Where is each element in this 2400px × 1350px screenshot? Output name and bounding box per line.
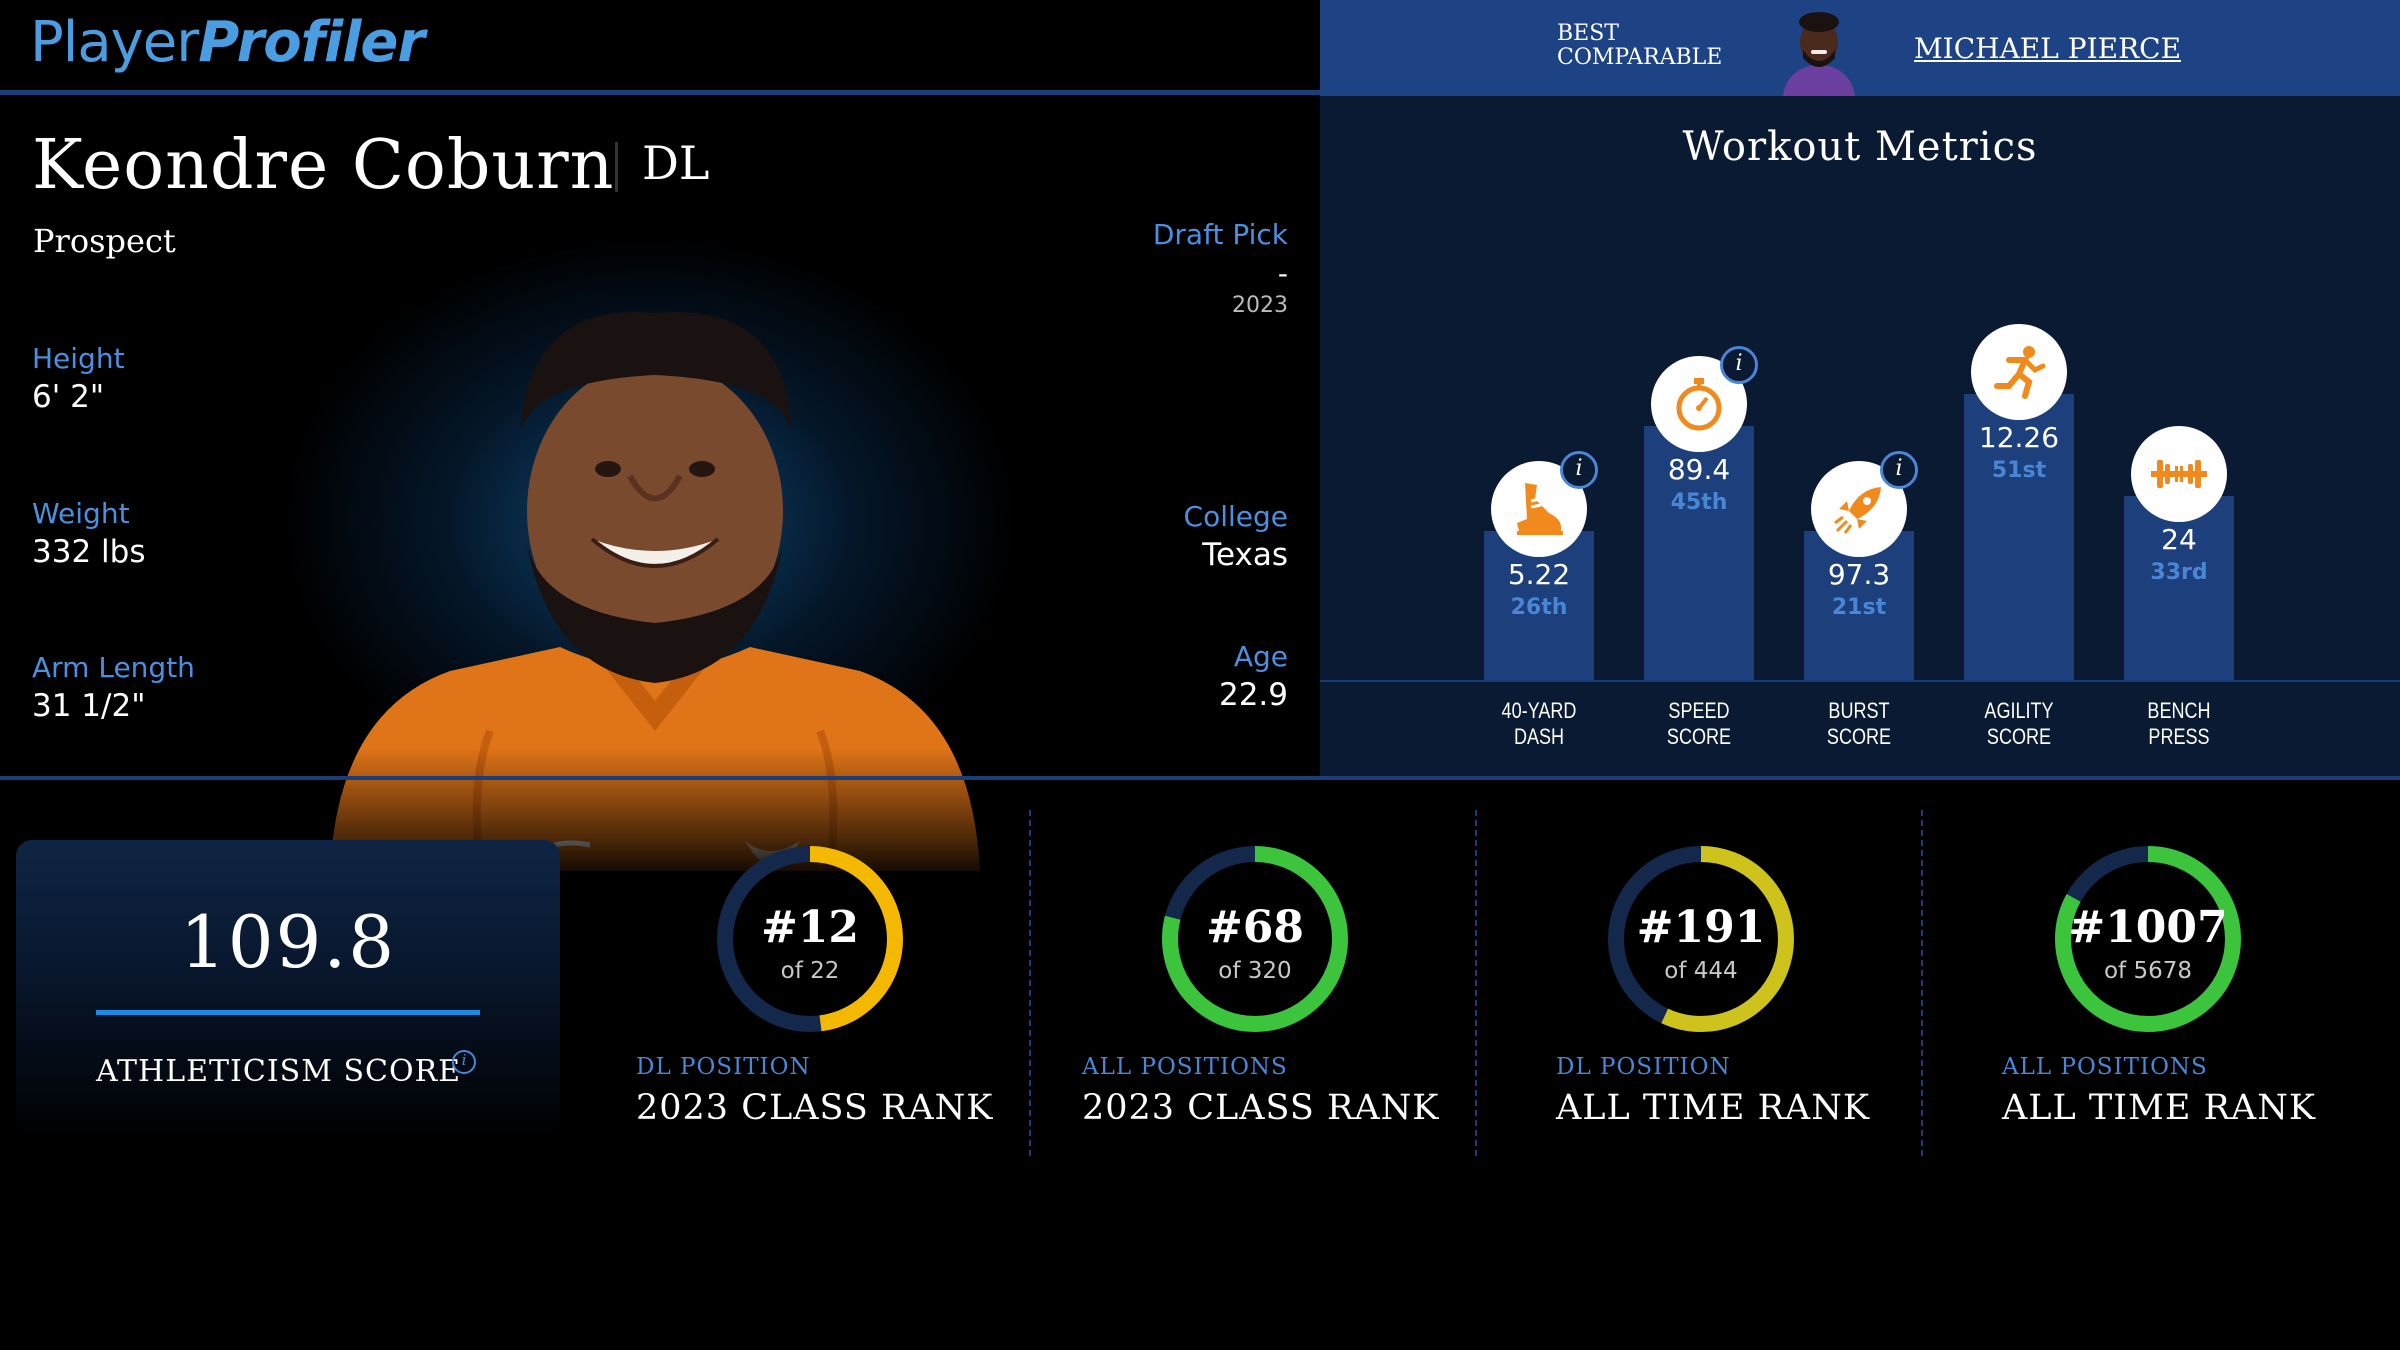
metric-percentile: 26th: [1510, 595, 1568, 620]
rank-of-total: of 22: [780, 958, 840, 984]
college-value: Texas: [1202, 537, 1288, 573]
rank-card-dl-2023-class: #12 of 22 DL POSITION 2023 CLASS RANK: [636, 842, 1082, 1142]
rank-number: #12: [760, 902, 860, 953]
rank-number: #68: [1205, 902, 1305, 953]
rank-title: 2023 CLASS RANK: [636, 1088, 994, 1128]
rank-scope-label: DL POSITION: [1556, 1054, 1731, 1080]
metric-value: 24: [2161, 523, 2197, 556]
rank-divider: [1475, 810, 1477, 1156]
player-photo: [330, 311, 980, 871]
bars-baseline: [1320, 680, 2400, 682]
age-value: 22.9: [1218, 677, 1288, 713]
height-label: Height: [32, 342, 125, 375]
best-comparable-label: BEST COMPARABLE: [1557, 21, 1723, 70]
workout-metrics-panel: Workout Metrics 5.22 26th i 40-YARD DASH…: [1320, 96, 2400, 776]
metric-value: 5.22: [1507, 558, 1571, 591]
metric-label-agility-score: AGILITY SCORE: [1984, 698, 2054, 749]
draft-pick-value: -: [1277, 257, 1288, 290]
comparable-player-name-link[interactable]: MICHAEL PIERCE: [1914, 32, 2182, 65]
age-label: Age: [1233, 640, 1288, 673]
metric-value: 97.3: [1827, 558, 1891, 591]
workout-metrics-title: Workout Metrics: [1682, 124, 2038, 170]
rank-number: #1007: [2068, 902, 2228, 953]
arm-length-value: 31 1/2": [32, 688, 146, 724]
rank-ring: [1608, 846, 1794, 1032]
metric-info-icon[interactable]: i: [1880, 451, 1918, 489]
athleticism-score-label: ATHLETICISM SCORE: [96, 1054, 462, 1089]
rank-title: ALL TIME RANK: [1556, 1088, 1870, 1128]
player-status-tag: Prospect: [33, 222, 176, 260]
metric-label-burst-score: BURST SCORE: [1826, 698, 1892, 749]
metric-bar-speed-score: 89.4 45th: [1644, 426, 1754, 680]
metric-label-speed-score: SPEED SCORE: [1666, 698, 1732, 749]
metric-info-icon[interactable]: i: [1720, 346, 1758, 384]
rank-divider: [1029, 810, 1031, 1156]
logo-part2: Profiler: [198, 10, 425, 75]
rank-number: #191: [1636, 902, 1766, 953]
rank-scope-label: DL POSITION: [636, 1054, 811, 1080]
barbell-icon: [2131, 426, 2227, 522]
logo[interactable]: PlayerProfiler: [30, 10, 425, 75]
weight-label: Weight: [32, 497, 130, 530]
metric-percentile: 51st: [1991, 458, 2047, 483]
athleticism-score-value: 109.8: [179, 900, 397, 984]
header: PlayerProfiler BEST COMPARABLE MICHAEL P…: [0, 0, 2400, 96]
rank-ring: [1162, 846, 1348, 1032]
player-name: Keondre Coburn: [32, 126, 615, 205]
draft-pick-label: Draft Pick: [1152, 218, 1288, 251]
metric-value: 89.4: [1667, 453, 1731, 486]
comparable-player-photo: [1777, 6, 1861, 96]
athleticism-info-icon[interactable]: i: [452, 1050, 476, 1074]
athleticism-score-underline: [96, 1010, 480, 1015]
rank-divider: [1921, 810, 1923, 1156]
rank-ring: [2055, 846, 2241, 1032]
best-comparable-banner: BEST COMPARABLE MICHAEL PIERCE: [1320, 0, 2400, 96]
metric-bar-agility-score: 12.26 51st: [1964, 394, 2074, 680]
weight-value: 332 lbs: [32, 534, 146, 570]
rank-title: 2023 CLASS RANK: [1082, 1088, 1440, 1128]
rank-card-all-all-time: #1007 of 5678 ALL POSITIONS ALL TIME RAN…: [2002, 842, 2400, 1142]
draft-year: 2023: [1232, 293, 1288, 318]
rank-scope-label: ALL POSITIONS: [1082, 1054, 1288, 1080]
draft-pick-block: Draft Pick - 2023: [1153, 218, 1288, 318]
metric-value: 12.26: [1978, 421, 2060, 454]
player-position: DL: [642, 136, 710, 190]
header-divider: [0, 90, 1320, 95]
college-block: College Texas: [1184, 500, 1288, 573]
logo-part1: Player: [30, 10, 199, 75]
metric-info-icon[interactable]: i: [1560, 451, 1598, 489]
athleticism-score-card: 109.8 ATHLETICISM SCORE i: [16, 840, 560, 1140]
arm-length-label: Arm Length: [32, 651, 195, 684]
metric-bar-bench-press: 24 33rd: [2124, 496, 2234, 680]
college-label: College: [1183, 500, 1288, 533]
height-value: 6' 2": [32, 379, 105, 415]
metric-percentile: 21st: [1831, 595, 1887, 620]
rank-of-total: of 444: [1664, 958, 1738, 984]
rank-of-total: of 5678: [2103, 958, 2192, 984]
rank-card-dl-all-time: #191 of 444 DL POSITION ALL TIME RANK: [1556, 842, 2002, 1142]
sprinter-icon: [1971, 324, 2067, 420]
section-divider: [0, 776, 2400, 780]
rank-scope-label: ALL POSITIONS: [2002, 1054, 2208, 1080]
metric-label-40-yard-dash: 40-YARD DASH: [1501, 698, 1577, 749]
rank-title: ALL TIME RANK: [2002, 1088, 2316, 1128]
player-profile-panel: Keondre Coburn DL Prospect Height 6' 2" …: [0, 96, 1320, 871]
name-position-separator: [615, 142, 618, 192]
metric-percentile: 33rd: [2150, 560, 2208, 585]
metric-label-bench-press: BENCH PRESS: [2147, 698, 2211, 749]
age-block: Age 22.9: [1219, 640, 1288, 713]
rank-of-total: of 320: [1218, 958, 1292, 984]
rank-card-all-2023-class: #68 of 320 ALL POSITIONS 2023 CLASS RANK: [1082, 842, 1528, 1142]
metric-percentile: 45th: [1670, 490, 1728, 515]
rank-ring: [717, 846, 903, 1032]
